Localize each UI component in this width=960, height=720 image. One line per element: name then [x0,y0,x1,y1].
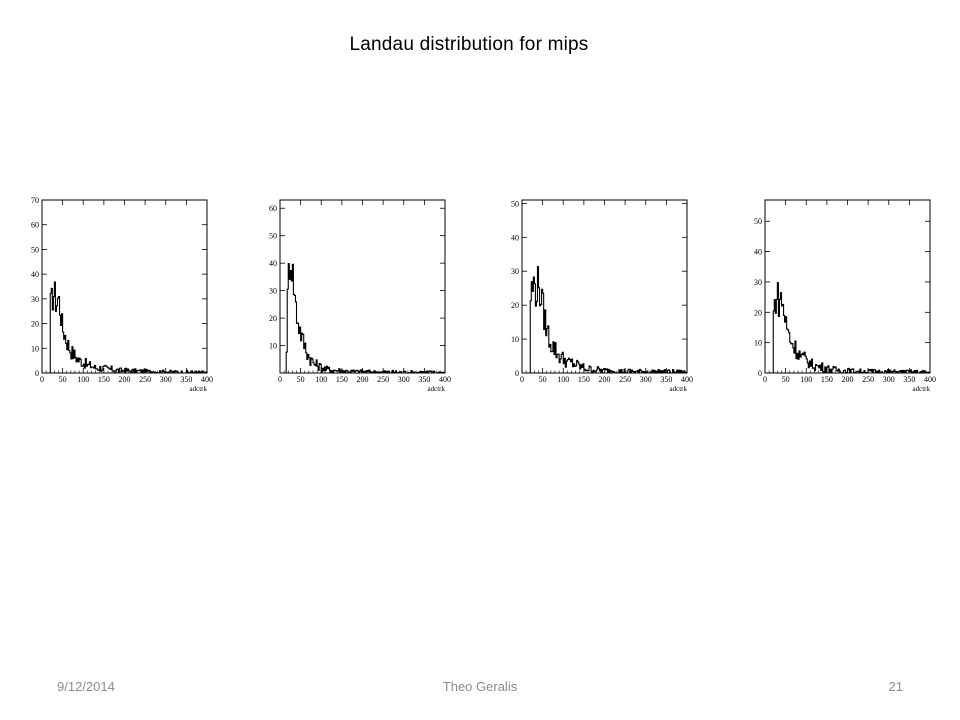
y-tick-label: 50 [31,245,39,254]
plot-frame [764,199,931,374]
histogram-series [765,282,931,374]
x-tick-label: 350 [180,375,192,384]
x-tick-label: 350 [903,375,915,384]
y-tick-label: 30 [31,295,39,304]
y-tick-label: 40 [31,270,39,279]
x-tick-label: 100 [77,375,89,384]
y-tick-label: 30 [754,278,762,287]
x-tick-label: 200 [842,375,854,384]
y-tick-label: 10 [511,335,519,344]
x-tick-label: 50 [782,375,790,384]
histogram-plot-2: 0 50 100 150 200 250 300 350 400 10 20 30 40 50 60 adct… [258,190,458,395]
x-tick-label: 50 [59,375,67,384]
x-tick-label: 350 [660,375,672,384]
x-tick-label: 150 [336,375,348,384]
x-tick-label: 0 [40,375,44,384]
x-tick-label: 200 [599,375,611,384]
slide-title: Landau distribution for mips [349,34,589,55]
x-tick-label: 400 [681,375,693,384]
y-tick-label: 50 [754,217,762,226]
x-axis-title: adctrk [913,385,931,393]
y-tick-label: 70 [31,196,39,205]
x-tick-label: 200 [119,375,131,384]
footer-date: 9/12/2014 [57,679,115,694]
x-tick-label: 0 [278,375,282,384]
x-axis-title: adctrk [670,385,688,393]
x-axis-title: adctrk [190,385,208,393]
x-tick-label: 400 [439,375,451,384]
y-tick-label: 60 [269,204,277,213]
x-tick-label: 300 [883,375,895,384]
x-tick-label: 0 [763,375,767,384]
y-tick-label: 20 [511,301,519,310]
histogram-plot-1: 0 50 100 150 200 250 300 350 400 0 10 20 30 40 50 60 70 a… [20,190,220,395]
x-tick-label: 200 [357,375,369,384]
x-tick-label: 150 [98,375,110,384]
footer-author: Theo Geralis [442,679,518,694]
histogram-svg-3: 0 50 100 150 200 250 300 350 400 0 10 20 30 40 50 adctr… [511,199,693,393]
x-tick-label: 250 [377,375,389,384]
y-tick-label: 0 [758,369,762,378]
x-tick-label: 250 [619,375,631,384]
x-axis-title: adctrk [428,385,446,393]
x-tick-label: 250 [862,375,874,384]
plot-frame [521,199,688,374]
y-tick-label: 20 [269,314,277,323]
x-tick-label: 150 [821,375,833,384]
histogram-series [280,263,446,374]
x-tick-label: 250 [139,375,151,384]
x-tick-label: 350 [418,375,430,384]
x-tick-label: 50 [539,375,547,384]
y-tick-label: 20 [31,320,39,329]
y-tick-label: 40 [269,259,277,268]
y-tick-label: 10 [31,344,39,353]
x-tick-label: 400 [924,375,936,384]
x-tick-label: 300 [160,375,172,384]
y-tick-label: 30 [511,267,519,276]
x-tick-label: 300 [398,375,410,384]
x-tick-label: 400 [201,375,213,384]
x-tick-label: 300 [640,375,652,384]
y-tick-label: 10 [269,342,277,351]
x-tick-label: 100 [557,375,569,384]
histogram-svg-4: 0 50 100 150 200 250 300 350 400 0 10 20 30 40 50 adctr… [754,199,936,393]
y-tick-label: 40 [754,248,762,257]
x-tick-label: 150 [578,375,590,384]
histogram-svg-1: 0 50 100 150 200 250 300 350 400 0 10 20 30 40 50 60 70 a… [31,196,213,393]
y-tick-label: 0 [515,369,519,378]
y-tick-label: 60 [31,221,39,230]
y-tick-label: 50 [511,199,519,208]
x-tick-label: 0 [520,375,524,384]
y-tick-label: 40 [511,233,519,242]
y-tick-label: 30 [269,287,277,296]
histogram-plot-3: 0 50 100 150 200 250 300 350 400 0 10 20 30 40 50 adctr… [500,190,700,395]
histogram-svg-2: 0 50 100 150 200 250 300 350 400 10 20 30 40 50 60 adct… [269,199,451,393]
histogram-plot-4: 0 50 100 150 200 250 300 350 400 0 10 20 30 40 50 adctr… [743,190,943,395]
y-tick-label: 50 [269,232,277,241]
y-tick-label: 10 [754,339,762,348]
y-tick-label: 20 [754,308,762,317]
footer-page-number: 21 [888,679,903,694]
x-tick-label: 50 [297,375,305,384]
histogram-series [42,281,208,374]
x-tick-label: 100 [315,375,327,384]
histogram-series [522,266,688,374]
x-tick-label: 100 [800,375,812,384]
y-tick-label: 0 [35,369,39,378]
